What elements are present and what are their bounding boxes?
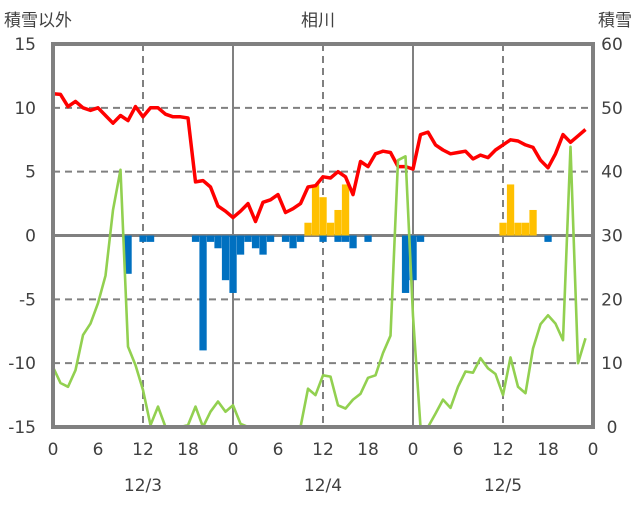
blue-bar [139, 235, 147, 242]
x-tick-label: 0 [408, 440, 419, 460]
right-tick-label: 50 [601, 99, 623, 119]
right-axis-label: 積雪 [598, 11, 632, 31]
date-label: 12/5 [484, 476, 522, 496]
x-tick-label: 0 [228, 440, 239, 460]
yellow-bar [514, 222, 522, 236]
blue-bar [281, 235, 290, 242]
blue-bar [349, 235, 357, 249]
blue-bar [146, 235, 155, 242]
left-tick-label: 15 [14, 35, 36, 55]
x-tick-label: 6 [93, 440, 104, 460]
blue-bar [401, 235, 410, 293]
left-tick-label: 10 [14, 99, 36, 119]
blue-bar [191, 235, 200, 242]
blue-bar [266, 235, 275, 242]
blue-bar [124, 235, 132, 274]
yellow-bar [506, 184, 515, 236]
left-tick-label: 5 [25, 163, 36, 183]
blue-bar [296, 235, 305, 242]
blue-bar [221, 235, 230, 281]
blue-bar [416, 235, 425, 242]
blue-bar [259, 235, 267, 255]
left-tick-label: -10 [8, 354, 36, 374]
right-tick-label: 40 [601, 163, 623, 183]
red-line [52, 92, 587, 224]
blue-bar [236, 235, 245, 255]
green-line [51, 145, 587, 429]
x-tick-label: 0 [48, 440, 59, 460]
yellow-bar [521, 222, 530, 236]
blue-bar [229, 235, 237, 293]
x-tick-label: 18 [177, 440, 199, 460]
right-tick-label: 0 [607, 418, 618, 438]
right-tick-label: 20 [601, 290, 623, 310]
yellow-bar [334, 209, 342, 236]
blue-bar [206, 235, 215, 242]
x-tick-label: 6 [273, 440, 284, 460]
chart-title: 相川 [301, 11, 335, 31]
left-axis-label: 積雪以外 [4, 11, 72, 31]
date-label: 12/4 [304, 476, 342, 496]
yellow-bar [319, 197, 327, 236]
plot-border [51, 42, 595, 429]
x-tick-label: 18 [537, 440, 559, 460]
right-tick-label: 60 [601, 35, 623, 55]
date-label: 12/3 [124, 476, 162, 496]
blue-bar [199, 235, 207, 351]
left-tick-label: 0 [25, 227, 36, 247]
left-tick-label: -5 [19, 290, 36, 310]
x-tick-label: 12 [492, 440, 514, 460]
blue-bar [364, 235, 372, 242]
yellow-bar [529, 209, 537, 236]
series-lines [51, 92, 587, 429]
x-tick-label: 12 [132, 440, 154, 460]
blue-bar [544, 235, 552, 242]
yellow-bar [326, 222, 335, 236]
yellow-bar [311, 184, 320, 236]
blue-bar [244, 235, 252, 242]
right-tick-label: 30 [601, 227, 623, 247]
blue-bar [214, 235, 222, 249]
blue-bar [409, 235, 417, 281]
x-tick-label: 6 [453, 440, 464, 460]
bars [124, 184, 552, 351]
x-tick-label: 18 [357, 440, 379, 460]
blue-bar [251, 235, 260, 249]
left-tick-label: -15 [8, 418, 36, 438]
right-tick-label: 10 [601, 354, 623, 374]
yellow-bar [341, 184, 350, 236]
blue-bar [334, 235, 342, 242]
yellow-bar [304, 222, 312, 236]
blue-bar [319, 235, 327, 242]
x-tick-label: 0 [588, 440, 599, 460]
x-tick-label: 12 [312, 440, 334, 460]
blue-bar [341, 235, 350, 242]
yellow-bar [499, 222, 507, 236]
blue-bar [289, 235, 297, 249]
plot-frame [51, 42, 595, 429]
